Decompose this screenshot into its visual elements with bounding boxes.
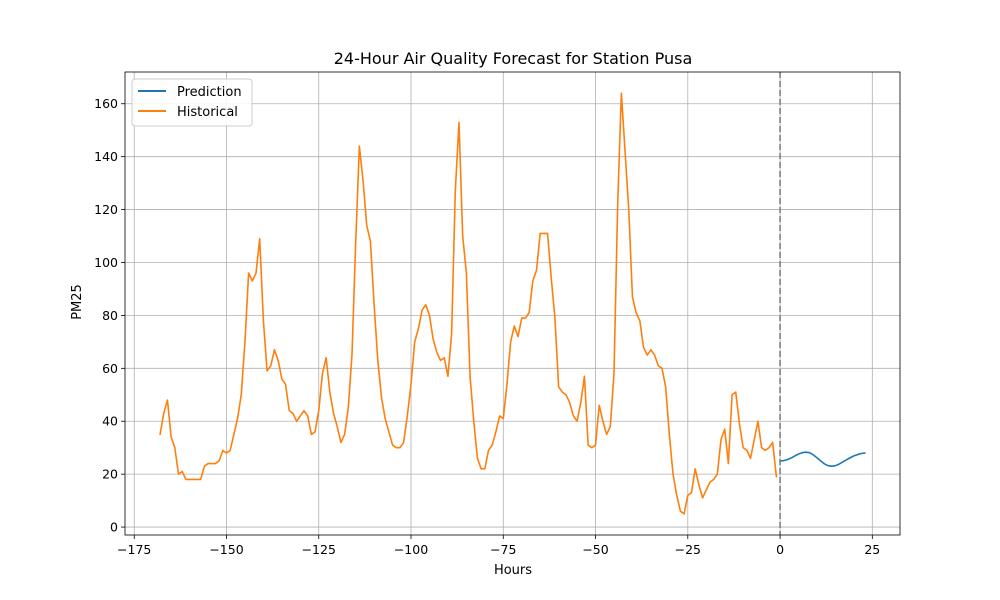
y-tick-label: 80 [102,308,118,323]
legend-label-prediction: Prediction [177,85,242,100]
y-tick-label: 60 [102,361,118,376]
x-tick-label: −150 [209,542,243,557]
x-tick-label: 0 [776,542,784,557]
series-layer [159,92,866,515]
x-tick-label: −100 [394,542,428,557]
x-tick-label: −175 [117,542,151,557]
y-tick-label: 40 [102,414,118,429]
series-line-historical [159,92,778,515]
x-tick-label: 25 [864,542,880,557]
y-tick-label: 160 [94,96,118,111]
y-tick-label: 0 [110,520,118,535]
y-tick-label: 20 [102,467,118,482]
legend-label-historical: Historical [177,105,238,120]
legend: Prediction Historical [131,78,253,127]
y-tick-label: 100 [94,255,118,270]
y-tick-label: 120 [94,202,118,217]
x-axis-label: Hours [494,563,532,578]
x-tick-label: −50 [582,542,608,557]
y-tick-label: 140 [94,149,118,164]
x-tick-label: −75 [490,542,516,557]
x-tick-label: −25 [675,542,701,557]
plot-frame [124,71,901,536]
axis-ticks: −175 −150 −125 −100 −75 −50 −25 0 25 0 20 40 60 80 100… [94,96,880,557]
x-tick-label: −125 [302,542,336,557]
y-axis-label: PM25 [70,284,85,320]
series-line-prediction [779,451,866,468]
chart-title: 24-Hour Air Quality Forecast for Station… [334,49,693,68]
